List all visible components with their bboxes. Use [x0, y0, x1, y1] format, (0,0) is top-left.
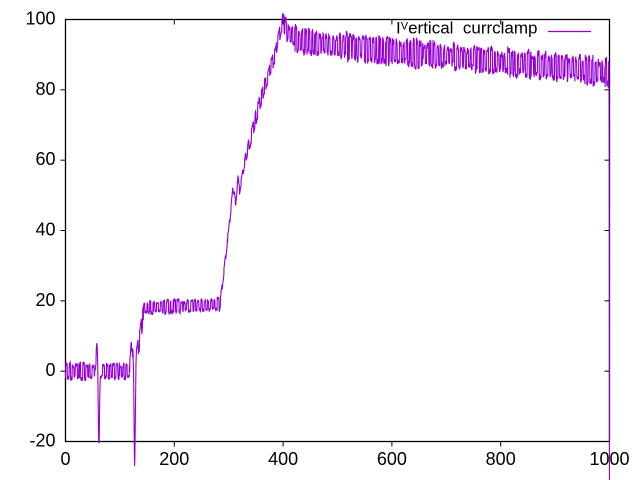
- svg-text:80: 80: [35, 79, 55, 99]
- svg-text:200: 200: [159, 449, 189, 469]
- svg-text:IVertical currclamp: IVertical currclamp: [396, 19, 538, 38]
- svg-text:400: 400: [268, 449, 298, 469]
- svg-text:100: 100: [25, 9, 55, 29]
- svg-text:0: 0: [45, 360, 55, 380]
- svg-text:-20: -20: [29, 431, 55, 451]
- svg-text:60: 60: [35, 149, 55, 169]
- svg-text:600: 600: [377, 449, 407, 469]
- svg-text:0: 0: [60, 449, 70, 469]
- svg-text:800: 800: [486, 449, 516, 469]
- svg-text:20: 20: [35, 290, 55, 310]
- svg-text:40: 40: [35, 220, 55, 240]
